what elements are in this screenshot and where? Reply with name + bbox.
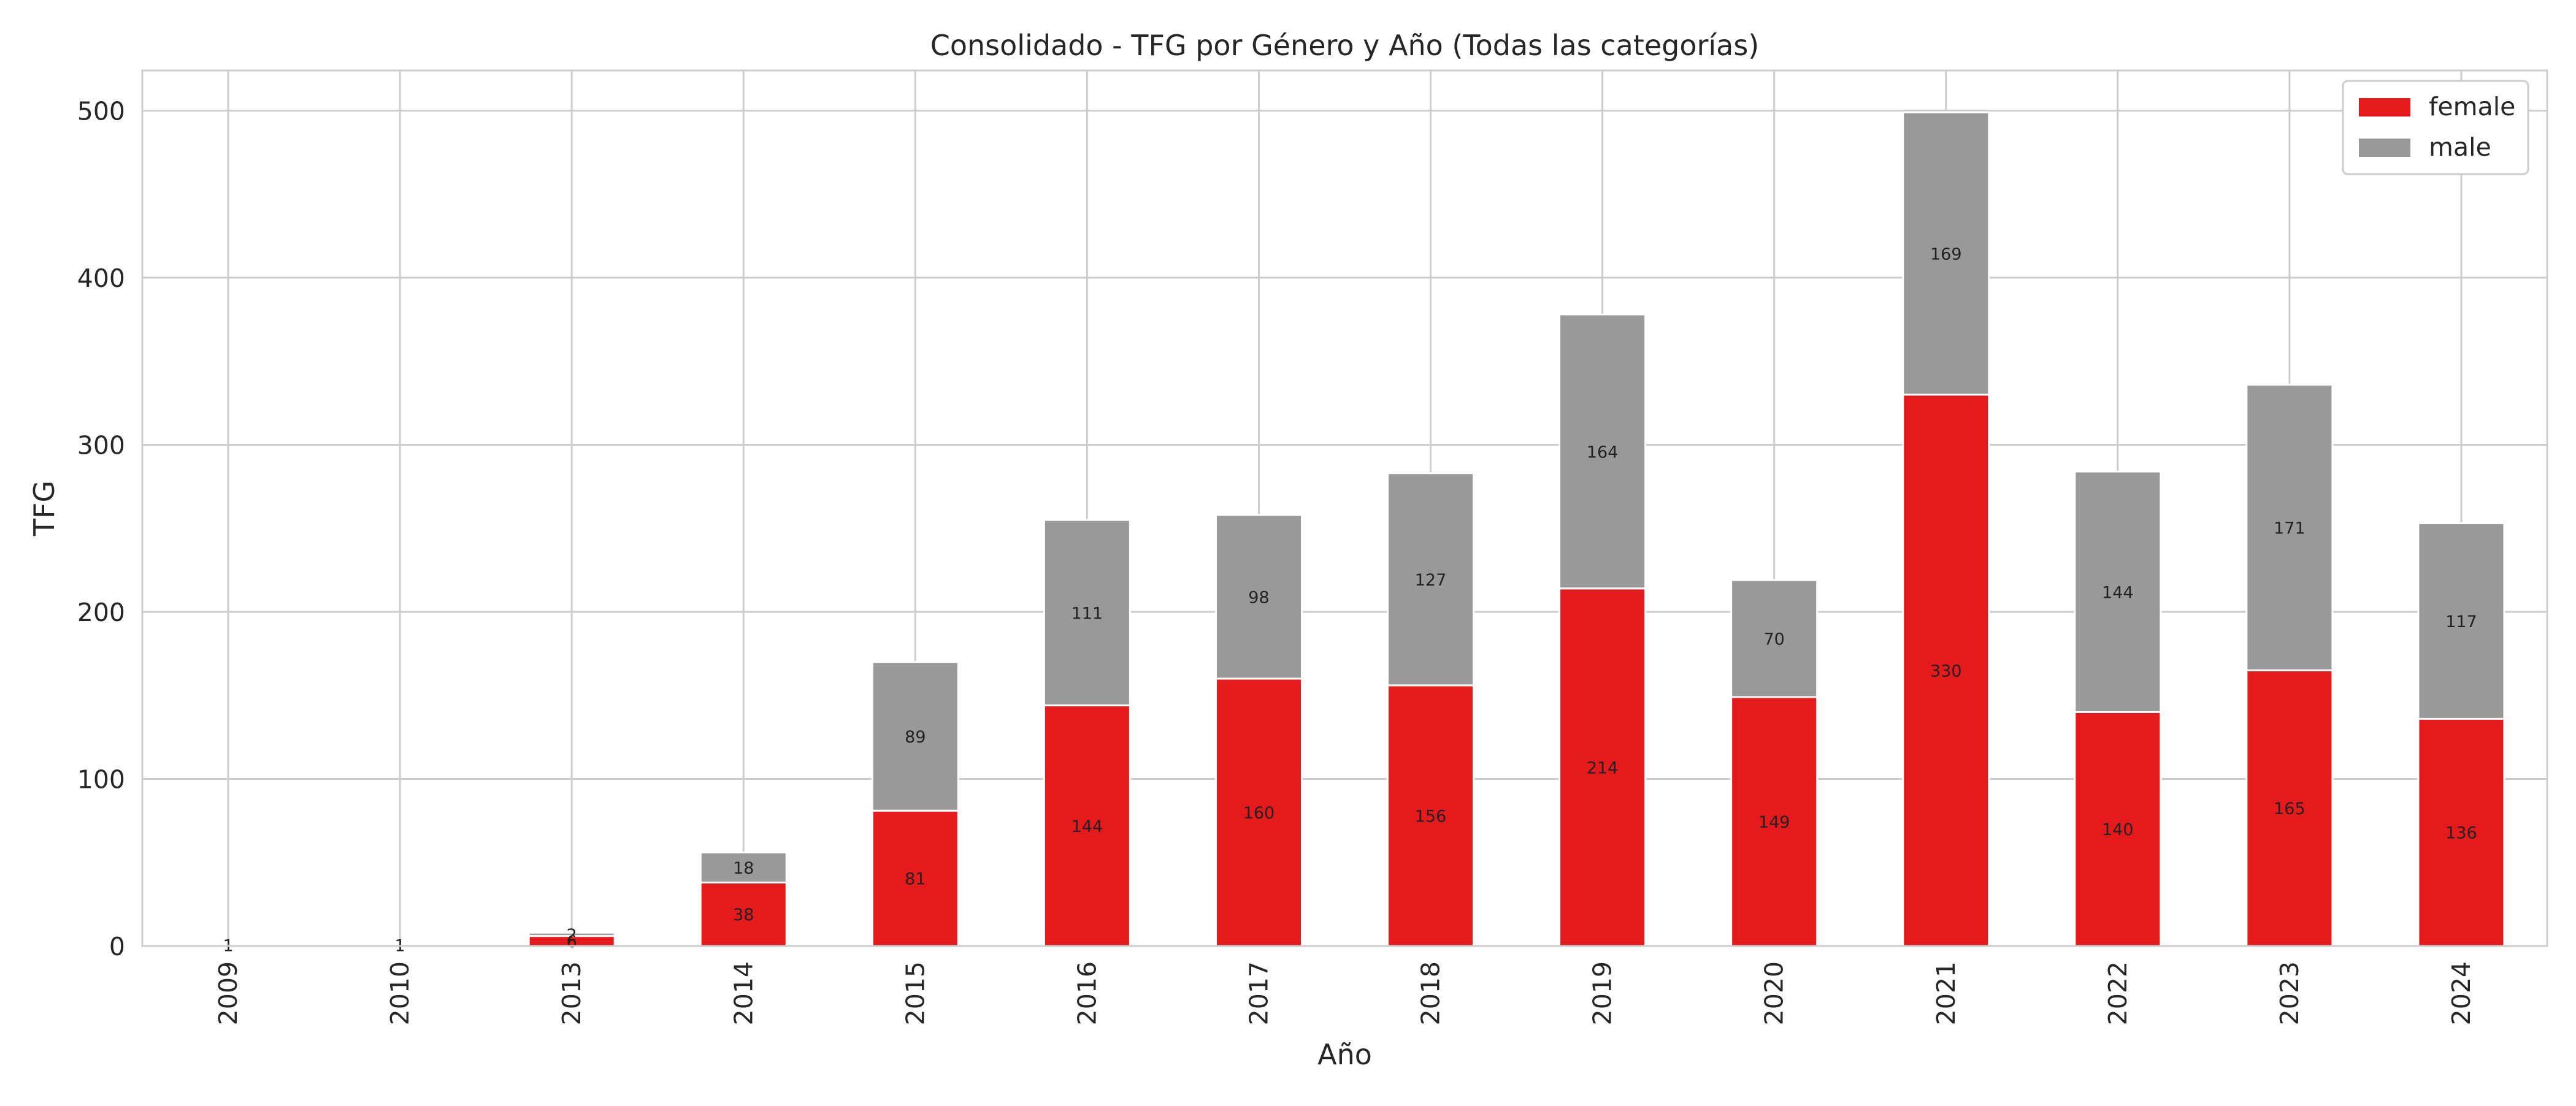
legend: female male — [2342, 80, 2529, 175]
bar-male-2016 — [1043, 519, 1131, 707]
y-tick-label-400: 400 — [77, 264, 125, 293]
bar-male-2013 — [527, 931, 616, 937]
x-tick-label-2019: 2019 — [1588, 961, 1617, 1025]
data-label-male-2019: 164 — [1587, 443, 1619, 462]
bar-male-2020 — [1730, 579, 1819, 698]
x-tick-label-2010: 2010 — [385, 961, 415, 1025]
bar-male-2014 — [699, 851, 788, 883]
data-label-male-2020: 70 — [1763, 630, 1784, 649]
data-label-female-2023: 165 — [2274, 799, 2306, 818]
data-label-male-2013: 2 — [567, 926, 577, 945]
data-label-female-2017: 160 — [1243, 804, 1275, 823]
data-label-male-2015: 89 — [905, 728, 926, 747]
x-tick-label-2023: 2023 — [2275, 961, 2304, 1025]
data-label-female-2014: 38 — [733, 906, 754, 925]
data-label-female-2022: 140 — [2102, 820, 2134, 839]
bar-female-2020 — [1730, 696, 1819, 947]
x-axis-label: Año — [1317, 1038, 1372, 1071]
bar-female-2016 — [1043, 704, 1131, 947]
x-tick-label-2018: 2018 — [1416, 961, 1446, 1025]
data-labels: 1 1 62381881891441111609815612721416414970… — [223, 245, 2477, 955]
legend-swatch-male — [2359, 139, 2410, 157]
data-label-female-2015: 81 — [905, 870, 926, 889]
x-tick-label-2017: 2017 — [1244, 961, 1273, 1025]
bars — [184, 111, 2505, 947]
legend-label-female: female — [2429, 92, 2515, 121]
bar-female-2017 — [1214, 677, 1303, 947]
bar-female-2015 — [871, 809, 959, 947]
x-tick-label-2014: 2014 — [729, 961, 758, 1025]
data-label-female-2021: 330 — [1930, 662, 1962, 681]
data-label-male-2014: 18 — [733, 859, 754, 878]
data-label-male-2018: 127 — [1415, 571, 1447, 590]
bar-female-2024 — [2417, 717, 2505, 947]
bar-female-2018 — [1387, 684, 1475, 947]
plot-frame — [141, 69, 2548, 947]
chart-title: Consolidado - TFG por Género y Año (Toda… — [930, 29, 1760, 62]
data-label-male-2023: 171 — [2274, 519, 2306, 538]
x-tick-label-2021: 2021 — [1931, 961, 1961, 1025]
bar-male-2021 — [1902, 111, 1990, 396]
bar-male-2023 — [2245, 383, 2334, 671]
y-tick-label-200: 200 — [77, 598, 125, 627]
x-tick-label-2024: 2024 — [2447, 961, 2476, 1025]
x-tick-label-2015: 2015 — [900, 961, 930, 1025]
bar-female-2021 — [1902, 394, 1990, 947]
data-label-male-2024: 117 — [2445, 612, 2477, 631]
legend-label-male: male — [2429, 132, 2491, 162]
x-tick-label-2009: 2009 — [213, 961, 243, 1025]
data-label-female-2018: 156 — [1415, 807, 1447, 826]
x-tick-label-2016: 2016 — [1072, 961, 1102, 1025]
bar-female-2019 — [1558, 587, 1647, 947]
bar-male-2024 — [2417, 522, 2505, 720]
bar-male-2017 — [1214, 514, 1303, 680]
data-label-female-2016: 144 — [1071, 817, 1103, 836]
y-tick-label-100: 100 — [77, 765, 125, 794]
y-tick-label-300: 300 — [77, 430, 125, 460]
y-tick-label-0: 0 — [109, 932, 125, 961]
y-axis-label: TFG — [28, 481, 61, 536]
data-label-female-2024: 136 — [2445, 824, 2477, 843]
bar-female-2023 — [2245, 669, 2334, 947]
data-label-female-2020: 149 — [1758, 813, 1790, 832]
y-tick-label-500: 500 — [77, 96, 125, 126]
data-label-female-2019: 214 — [1587, 758, 1619, 777]
x-tick-label-2013: 2013 — [557, 961, 586, 1025]
x-tick-label-2020: 2020 — [1760, 961, 1789, 1025]
bar-male-2022 — [2074, 470, 2162, 713]
bar-male-2019 — [1558, 313, 1647, 590]
tick-labels: 0 100 200 300 400 500 2009 2010 2013 2014 2015 2016… — [77, 96, 2476, 1025]
legend-swatch-female — [2359, 98, 2410, 116]
x-tick-label-2022: 2022 — [2103, 961, 2133, 1025]
bar-male-2015 — [871, 661, 959, 812]
bar-male-2018 — [1387, 472, 1475, 687]
data-label-male-2022: 144 — [2102, 583, 2134, 602]
data-label-male-2016: 111 — [1071, 604, 1103, 623]
data-label-male-2017: 98 — [1248, 588, 1269, 607]
data-label-male-2021: 169 — [1930, 245, 1962, 264]
